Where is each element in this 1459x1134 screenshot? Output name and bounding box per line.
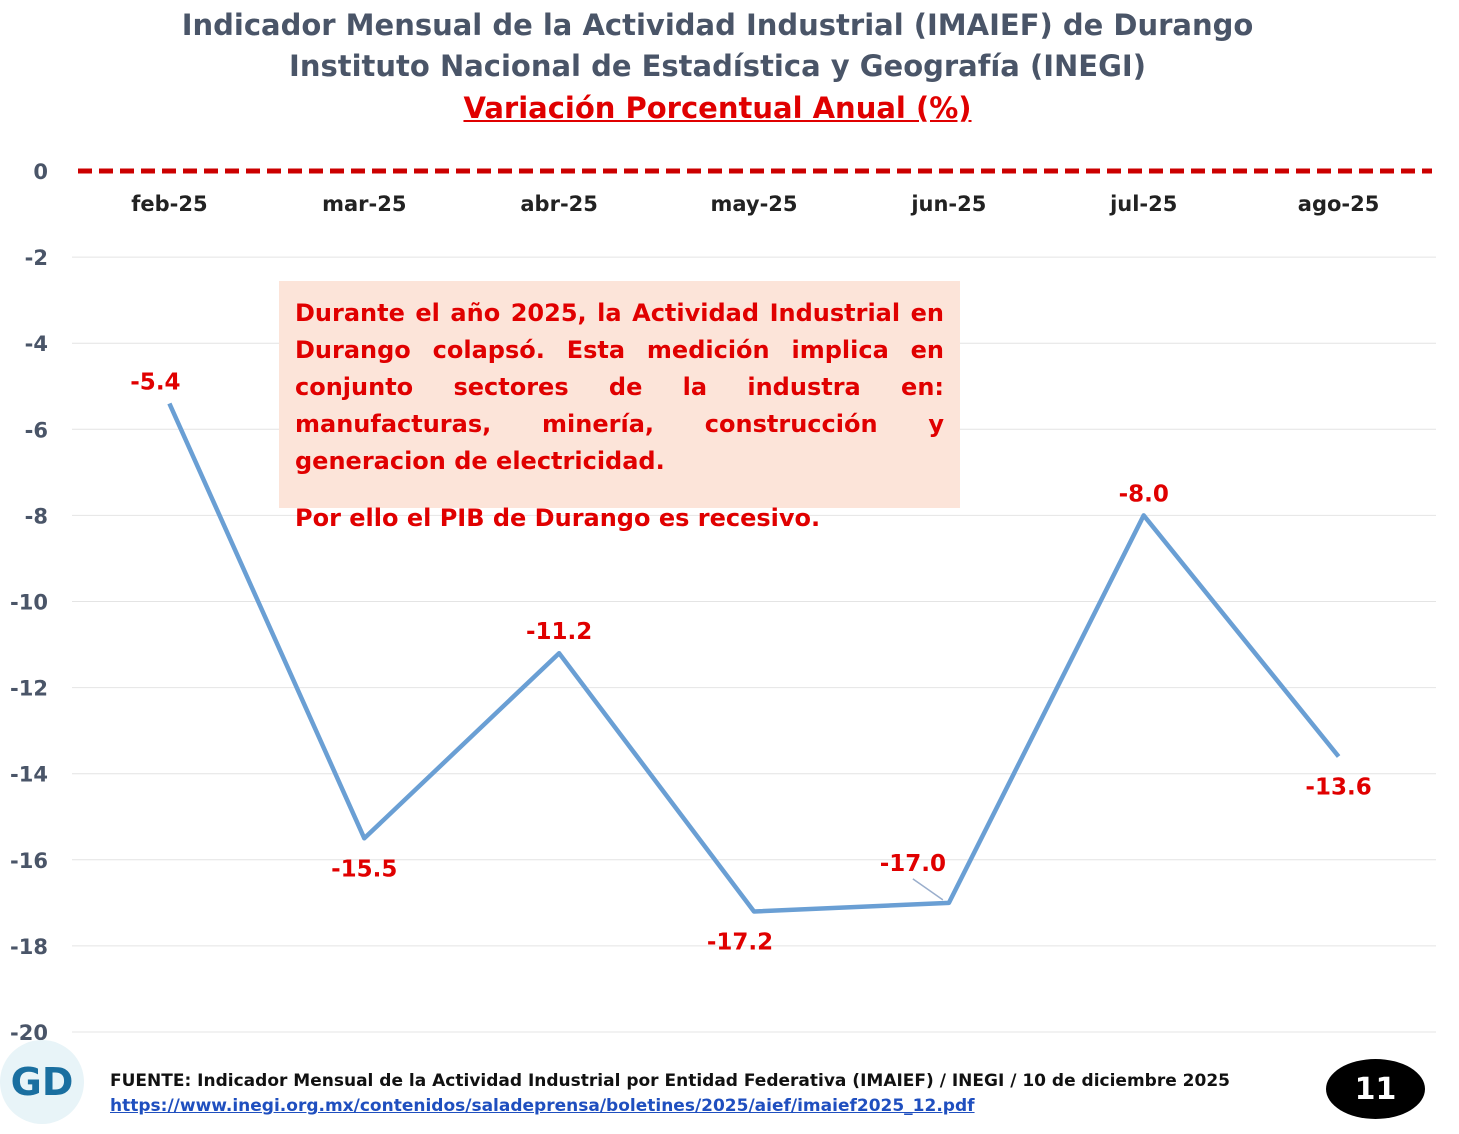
x-tick-label: mar-25 <box>322 192 406 216</box>
y-tick-label: -2 <box>25 246 48 270</box>
data-label: -15.5 <box>331 856 397 882</box>
y-tick-label: -16 <box>10 849 48 873</box>
data-label: -17.0 <box>880 851 946 877</box>
data-label: -5.4 <box>130 369 180 395</box>
y-tick-label: -10 <box>10 591 48 615</box>
commentary-paragraph-1: Durante el año 2025, la Actividad Indust… <box>295 299 944 475</box>
data-label: -13.6 <box>1305 774 1371 800</box>
y-tick-label: -18 <box>10 935 48 959</box>
x-axis: feb-25 mar-25 abr-25 may-25 jun-25 jul-25 ago-… <box>131 192 1379 216</box>
y-tick-label: -8 <box>25 504 48 528</box>
x-tick-label: may-25 <box>710 192 797 216</box>
x-tick-label: jun-25 <box>910 192 986 216</box>
page-number-badge: 11 <box>1326 1059 1425 1119</box>
source-note: FUENTE: Indicador Mensual de la Activida… <box>110 1071 1230 1091</box>
y-tick-label: -12 <box>10 677 48 701</box>
series-line <box>167 402 1341 914</box>
y-tick-label: -14 <box>10 763 48 787</box>
chart-title: Indicador Mensual de la Actividad Indust… <box>181 8 1254 42</box>
source-link[interactable]: https://www.inegi.org.mx/contenidos/sala… <box>110 1096 975 1116</box>
chart-units-title: Variación Porcentual Anual (%) <box>463 91 972 125</box>
x-tick-label: abr-25 <box>520 192 598 216</box>
x-tick-label: feb-25 <box>131 192 207 216</box>
y-tick-label: -6 <box>25 418 48 442</box>
data-label: -17.2 <box>707 929 773 955</box>
x-tick-label: jul-25 <box>1109 192 1177 216</box>
y-tick-label: -4 <box>25 332 48 356</box>
commentary-box: Durante el año 2025, la Actividad Indust… <box>279 281 960 532</box>
data-labels: -5.4 -15.5 -11.2 -17.2 -17.0 -8.0 -13.6 <box>130 369 1371 955</box>
leader-line <box>912 878 944 901</box>
chart-subtitle: Instituto Nacional de Estadística y Geog… <box>289 49 1146 83</box>
series-group <box>167 402 1341 914</box>
data-label: -8.0 <box>1119 481 1169 507</box>
data-label: -11.2 <box>526 619 592 645</box>
x-tick-label: ago-25 <box>1298 192 1380 216</box>
gd-logo: GD <box>0 1040 84 1124</box>
y-axis: 0-2-4-6-8-10-12-14-16-18-20 <box>10 160 48 1045</box>
commentary-paragraph-2: Por ello el PIB de Durango es recesivo. <box>295 504 821 532</box>
y-tick-label: 0 <box>33 160 48 184</box>
